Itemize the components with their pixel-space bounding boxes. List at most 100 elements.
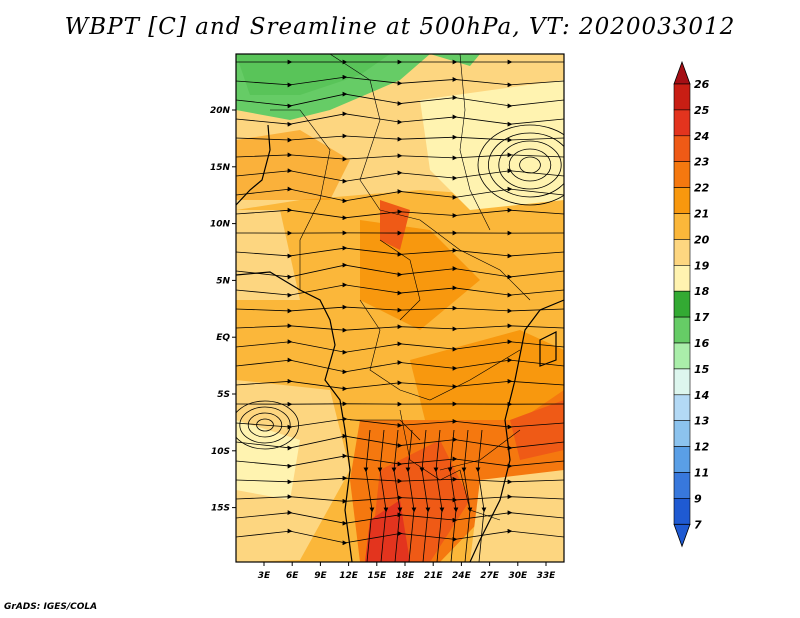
streamline (447, 429, 459, 562)
colorbar-label: 13 (694, 415, 710, 428)
colorbar-label: 12 (694, 441, 710, 454)
colorbar-swatch (673, 472, 691, 499)
colorbar-label: 25 (694, 104, 710, 117)
colorbar-label: 7 (694, 518, 702, 531)
streamline (236, 357, 564, 375)
colorbar-label: 26 (694, 78, 710, 91)
streamline (419, 429, 431, 562)
streamline (236, 433, 564, 451)
lon-label: 9E (314, 571, 327, 581)
colorbar-swatch (673, 83, 691, 111)
wbpt-colorbar: 26 25 24 23 22 21 20 19 18 17 16 15 14 13 12 11 9 7 (673, 60, 710, 548)
streamline (377, 429, 389, 562)
streamline-vortex (519, 156, 541, 174)
streamline (236, 453, 564, 469)
lat-label: 5S (217, 390, 230, 400)
colorbar-swatch (673, 290, 691, 318)
colorbar-label: 18 (694, 285, 710, 298)
streamline (236, 323, 564, 333)
lat-label: 10S (211, 447, 230, 457)
streamline (363, 429, 375, 562)
streamline (433, 429, 445, 562)
colorbar-swatch (673, 109, 691, 137)
streamline (236, 91, 564, 109)
colorbar-swatch (673, 187, 691, 214)
streamlines (236, 59, 564, 562)
streamline-vortex (498, 140, 562, 190)
streamline (236, 74, 564, 88)
streamline (236, 378, 564, 392)
streamline (236, 528, 564, 546)
streamline (236, 152, 564, 162)
colorbar-label: 14 (694, 389, 709, 402)
colorbar-swatch (673, 446, 691, 473)
country-borders (270, 54, 531, 521)
colorbar-swatch (673, 420, 691, 447)
colorbar-swatch (673, 264, 691, 292)
streamline (236, 111, 564, 127)
lat-label: 20N (210, 106, 231, 116)
colorbar-swatch (673, 498, 691, 525)
streamline-vortex (236, 400, 299, 450)
streamline (236, 133, 564, 143)
colorbar-swatch (673, 316, 691, 344)
colorbar-label: 23 (694, 156, 710, 169)
map-title: WBPT [C] and Sreamline at 500hPa, VT: 20… (64, 14, 736, 40)
colorbar-swatch (673, 213, 691, 240)
streamline (405, 429, 417, 562)
streamline (236, 262, 564, 280)
colorbar-swatch (673, 368, 691, 396)
colorbar-label: 24 (694, 130, 709, 143)
streamline (236, 245, 564, 259)
grads-credit: GrADS: IGES/COLA (4, 602, 98, 612)
streamline-vortex (256, 418, 274, 432)
colorbar-label: 16 (694, 337, 710, 350)
lat-label: 5N (216, 276, 230, 286)
streamline (236, 207, 564, 221)
lon-label: 18E (396, 571, 416, 581)
lon-label: 21E (424, 571, 444, 581)
lon-label: 15E (367, 571, 387, 581)
colorbar-label: 15 (694, 363, 710, 376)
lon-label: 30E (508, 571, 528, 581)
colorbar-label: 17 (694, 311, 710, 324)
lon-label: 12E (339, 571, 359, 581)
lat-label: 15N (210, 163, 231, 173)
longitude-labels: 3E 6E 9E 12E 15E 18E 21E 24E 27E 30E 33E (258, 562, 556, 581)
streamline-vortex (477, 124, 564, 206)
lat-label: 10N (210, 220, 231, 230)
lon-label: 33E (537, 571, 557, 581)
lat-label: 15S (211, 504, 230, 514)
streamline (236, 186, 564, 204)
map-field (236, 54, 564, 562)
streamline-vortex (488, 132, 564, 198)
lon-label: 24E (452, 571, 472, 581)
colorbar-label: 9 (694, 492, 702, 505)
latitude-labels: 20N 15N 10N 5N EQ 5S 10S 15S (210, 106, 236, 514)
colorbar-label: 22 (694, 182, 710, 195)
lon-label: 3E (258, 571, 271, 581)
colorbar-top-arrow (673, 60, 691, 85)
colorbar-swatch (673, 135, 691, 163)
streamline-vortex (239, 406, 291, 444)
streamline (461, 429, 473, 562)
streamline (236, 168, 564, 184)
colorbar-swatch (673, 161, 691, 188)
colorbar-label: 19 (694, 259, 710, 272)
colorbar-label: 21 (694, 208, 709, 221)
colorbar-label: 11 (694, 467, 709, 480)
lon-label: 6E (286, 571, 299, 581)
streamline (236, 339, 564, 355)
streamline (236, 282, 564, 298)
colorbar-label: 20 (694, 233, 710, 246)
colorbar-swatch (673, 239, 691, 266)
lon-label: 27E (480, 571, 500, 581)
streamline (236, 304, 564, 314)
streamline-vortex (247, 412, 283, 438)
colorbar-swatch (673, 342, 691, 370)
streamline (236, 510, 564, 526)
streamline (391, 429, 403, 562)
map-frame (235, 53, 565, 563)
coastlines (236, 124, 564, 562)
